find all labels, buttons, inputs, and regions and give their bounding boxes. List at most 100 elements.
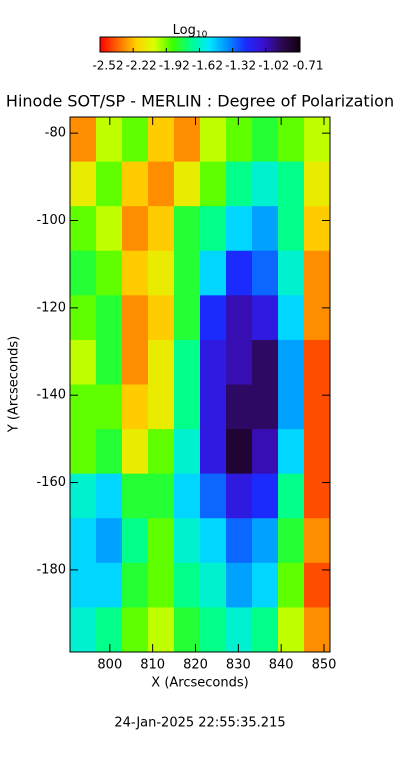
- heatmap-cell: [122, 161, 149, 207]
- heatmap-cell: [252, 429, 279, 475]
- y-tick-label: -160: [36, 475, 66, 490]
- heatmap-cell: [226, 161, 253, 207]
- heatmap-cell: [226, 562, 253, 608]
- plot-frame: [69, 116, 331, 653]
- x-tick-label: 810: [140, 658, 165, 673]
- heatmap-cell: [304, 295, 331, 341]
- y-tick-label: -80: [45, 126, 66, 141]
- heatmap-cell: [96, 384, 123, 430]
- colorbar-tick-label: -1.62: [192, 59, 223, 73]
- heatmap-cell: [278, 206, 305, 252]
- y-tick-label: -180: [36, 562, 66, 577]
- heatmap-cell: [174, 117, 201, 163]
- heatmap-cell: [252, 295, 279, 341]
- heatmap-cell: [70, 607, 97, 653]
- heatmap-cell: [278, 384, 305, 430]
- heatmap-cell: [70, 161, 97, 207]
- heatmap-cell: [148, 161, 175, 207]
- heatmap-cell: [174, 473, 201, 519]
- heatmap-cell: [96, 607, 123, 653]
- heatmap-cell: [96, 250, 123, 296]
- heatmap-cell: [304, 117, 331, 163]
- heatmap-cell: [200, 562, 227, 608]
- colorbar-tick-label: -1.32: [225, 59, 256, 73]
- heatmap-cell: [122, 339, 149, 385]
- heatmap-cell: [122, 250, 149, 296]
- heatmap-cell: [304, 206, 331, 252]
- x-tick-label: 830: [226, 658, 251, 673]
- heatmap-cell: [122, 206, 149, 252]
- heatmap-cell: [226, 429, 253, 475]
- heatmap-cell: [304, 339, 331, 385]
- heatmap-cell: [304, 384, 331, 430]
- heatmap-cell: [174, 250, 201, 296]
- heatmap-cell: [252, 473, 279, 519]
- heatmap-cell: [304, 429, 331, 475]
- heatmap-cell: [278, 607, 305, 653]
- heatmap-cell: [304, 607, 331, 653]
- x-tick-label: 850: [312, 658, 337, 673]
- heatmap-cell: [226, 473, 253, 519]
- y-tick-label: -100: [36, 213, 66, 228]
- y-tick-label: -120: [36, 300, 66, 315]
- heatmap-cell: [122, 384, 149, 430]
- heatmap-cell: [200, 295, 227, 341]
- heatmap-cell: [200, 384, 227, 430]
- heatmap-cell: [226, 518, 253, 564]
- y-tick-label: -140: [36, 388, 66, 403]
- heatmap-cell: [148, 384, 175, 430]
- heatmap-cell: [174, 161, 201, 207]
- heatmap-cell: [200, 473, 227, 519]
- heatmap-cell: [200, 607, 227, 653]
- heatmap-cell: [70, 473, 97, 519]
- colorbar-tick-label: -2.52: [92, 59, 123, 73]
- heatmap-cell: [252, 117, 279, 163]
- heatmap-cell: [278, 473, 305, 519]
- heatmap-cell: [174, 339, 201, 385]
- heatmap-cell: [174, 295, 201, 341]
- colorbar: [99, 36, 301, 53]
- heatmap-cell: [96, 295, 123, 341]
- heatmap-cell: [252, 206, 279, 252]
- heatmap-cell: [252, 161, 279, 207]
- heatmap-cell: [96, 339, 123, 385]
- heatmap-cell: [122, 117, 149, 163]
- heatmap-cell: [304, 518, 331, 564]
- heatmap-cell: [148, 117, 175, 163]
- heatmap-cell: [148, 607, 175, 653]
- heatmap-cell: [70, 117, 97, 163]
- heatmap-cell: [200, 206, 227, 252]
- colorbar-tick-label: -1.92: [159, 59, 190, 73]
- x-axis-label: X (Arcseconds): [151, 676, 248, 691]
- heatmap-cell: [200, 161, 227, 207]
- heatmap-cell: [148, 206, 175, 252]
- heatmap-cell: [96, 161, 123, 207]
- heatmap-cell: [148, 339, 175, 385]
- colorbar-tick-label: -1.02: [258, 59, 289, 73]
- heatmap-cell: [226, 206, 253, 252]
- colorbar-tick-label: -0.71: [292, 59, 323, 73]
- chart-title: Hinode SOT/SP - MERLIN : Degree of Polar…: [6, 92, 394, 111]
- heatmap-cell: [174, 607, 201, 653]
- heatmap-cell: [226, 339, 253, 385]
- heatmap-cell: [226, 117, 253, 163]
- heatmap-cell: [252, 250, 279, 296]
- heatmap-cell: [278, 562, 305, 608]
- footer: 24-Jan-2025 22:55:35.215: [114, 716, 285, 731]
- heatmap-cell: [96, 429, 123, 475]
- heatmap-cell: [122, 295, 149, 341]
- heatmap-cell: [96, 206, 123, 252]
- heatmap-cell: [122, 562, 149, 608]
- heatmap-cell: [200, 518, 227, 564]
- x-tick-label: 820: [183, 658, 208, 673]
- colorbar-label: Log10: [173, 23, 208, 40]
- heatmap-cell: [70, 339, 97, 385]
- heatmap-cell: [174, 206, 201, 252]
- heatmap-cell: [148, 295, 175, 341]
- heatmap-cell: [148, 562, 175, 608]
- heatmap-cell: [252, 607, 279, 653]
- heatmap-cell: [174, 518, 201, 564]
- heatmap-cell: [278, 429, 305, 475]
- heatmap-cell: [278, 250, 305, 296]
- heatmap-cell: [226, 250, 253, 296]
